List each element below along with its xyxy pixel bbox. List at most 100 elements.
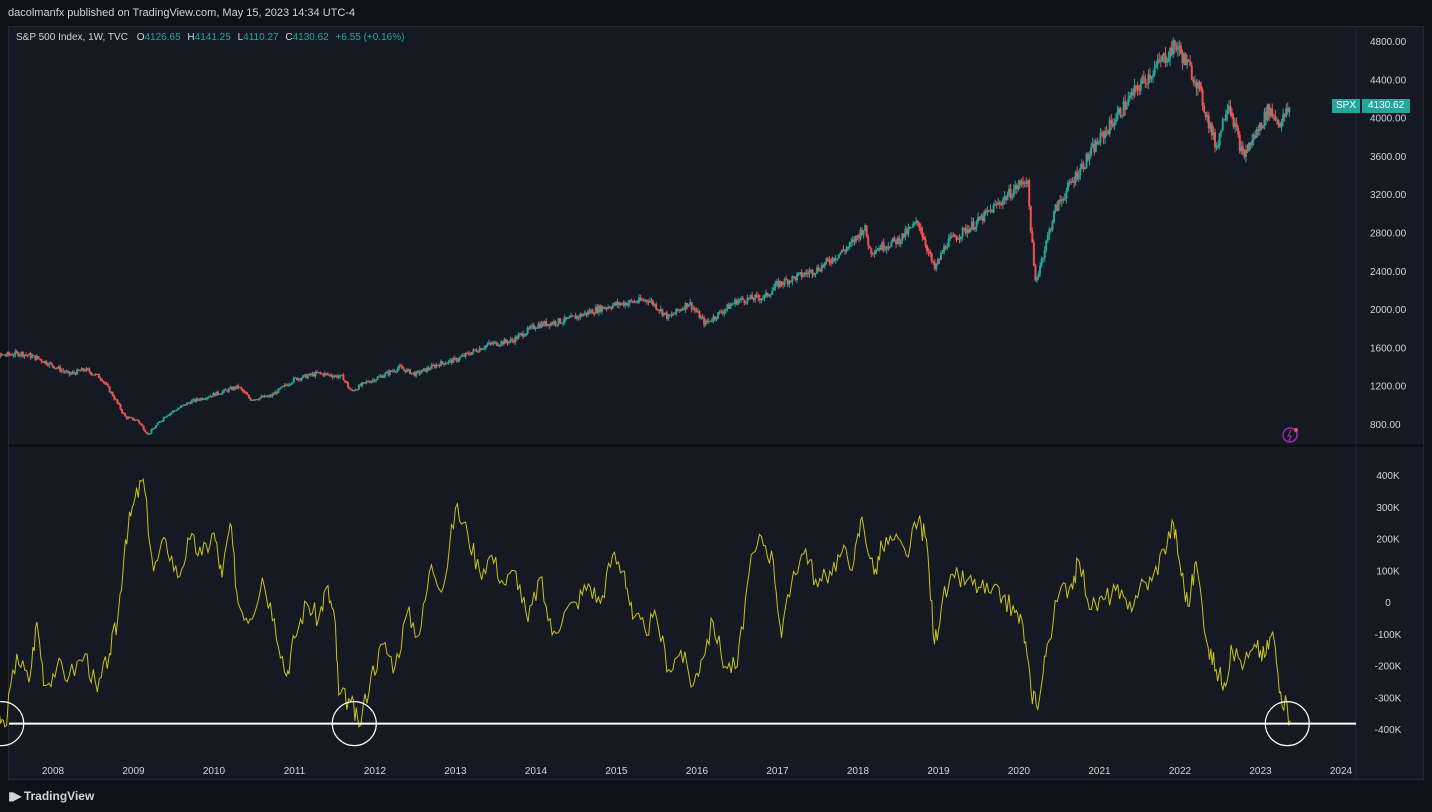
candle-body (1087, 153, 1090, 160)
candle-body (1201, 89, 1204, 106)
candle-body (360, 382, 363, 386)
candle-body (503, 339, 506, 345)
candle-body (755, 294, 758, 296)
candle-body (546, 324, 549, 326)
candle-body (42, 361, 45, 363)
candle-body (385, 371, 388, 374)
candle-body (49, 362, 52, 364)
candle-body (441, 361, 444, 364)
candle-body (105, 383, 108, 385)
candle-body (675, 308, 678, 314)
candle-body (282, 385, 285, 387)
candle-body (334, 375, 337, 377)
legend-low: 4110.27 (243, 32, 279, 43)
candle-body (244, 392, 247, 394)
tradingview-logo[interactable]: ▮▶ TradingView (8, 789, 94, 803)
candle-body (474, 349, 477, 351)
candle-body (100, 379, 103, 382)
candle-body (351, 390, 354, 392)
candle-body (1054, 204, 1057, 212)
candle-body (1167, 58, 1170, 62)
candle-body (246, 393, 249, 396)
candle-body (552, 321, 555, 325)
candle-body (317, 372, 320, 374)
candle-body (729, 305, 732, 309)
candle-body (294, 377, 297, 379)
candle-body (700, 316, 703, 319)
candle-body (415, 371, 418, 377)
candle-body (724, 308, 727, 311)
candle-body (158, 421, 161, 423)
candle-body (1165, 61, 1168, 63)
candle-body (566, 317, 569, 319)
annotation-circle[interactable] (331, 701, 377, 747)
candle-body (170, 412, 173, 414)
candle-body (1243, 152, 1246, 158)
candle-body (20, 352, 23, 355)
time-axis-label: 2016 (686, 766, 709, 777)
candle-body (737, 300, 740, 305)
candle-body (998, 202, 1001, 205)
candle-body (701, 316, 704, 318)
candle-body (29, 353, 32, 358)
candle-body (274, 391, 277, 395)
candle-body (313, 373, 316, 377)
candle-body (1039, 266, 1042, 274)
candle-body (534, 328, 537, 330)
candle-body (320, 373, 323, 375)
annotation-circle[interactable] (1264, 701, 1310, 747)
candle-body (215, 391, 218, 396)
candle-body (130, 417, 133, 419)
candle-body (814, 272, 817, 275)
candle-body (71, 372, 74, 374)
candle-body (964, 228, 967, 234)
candle-body (678, 309, 681, 311)
candle-body (726, 304, 729, 309)
candle-body (175, 410, 178, 412)
candle-body (305, 374, 308, 379)
candle-body (712, 316, 715, 321)
candle-body (730, 304, 733, 306)
candle-body (472, 349, 475, 353)
candle-body (895, 239, 898, 245)
candle-body (124, 413, 127, 417)
candle-body (531, 325, 534, 327)
candle-body (261, 396, 264, 398)
candle-body (466, 352, 469, 354)
candle-body (551, 322, 554, 325)
candle-body (924, 239, 927, 246)
candle-body (910, 227, 913, 229)
candle-body (614, 302, 617, 305)
candle-body (1178, 45, 1181, 48)
candle-body (673, 313, 676, 315)
indicator-axis-label: 400K (1376, 471, 1400, 482)
candle-body (449, 359, 452, 361)
alert-lightning-icon[interactable] (1282, 427, 1298, 443)
candle-body (18, 354, 21, 357)
candle-body (45, 361, 48, 365)
candle-body (757, 295, 760, 298)
candle-body (813, 274, 816, 276)
pane-separator[interactable] (9, 444, 1423, 447)
candle-body (189, 402, 192, 404)
candle-body (870, 248, 873, 254)
time-axis-label: 2022 (1169, 766, 1192, 777)
candle-body (1221, 119, 1224, 131)
candle-body (887, 246, 890, 248)
candle-body (597, 305, 600, 313)
candle-body (291, 382, 294, 384)
price-axis-label: 1200.00 (1370, 382, 1407, 393)
annotation-circle[interactable] (0, 701, 25, 747)
candle-body (210, 395, 213, 397)
candle-body (68, 371, 71, 375)
candle-body (280, 386, 283, 389)
candle-body (806, 273, 809, 275)
price-axis-label: 1600.00 (1370, 343, 1407, 354)
candle-body (359, 384, 362, 386)
candle-body (772, 287, 775, 291)
candle-body (817, 267, 820, 271)
candle-body (520, 333, 523, 335)
candle-body (1209, 123, 1212, 129)
candle-body (1045, 240, 1048, 251)
